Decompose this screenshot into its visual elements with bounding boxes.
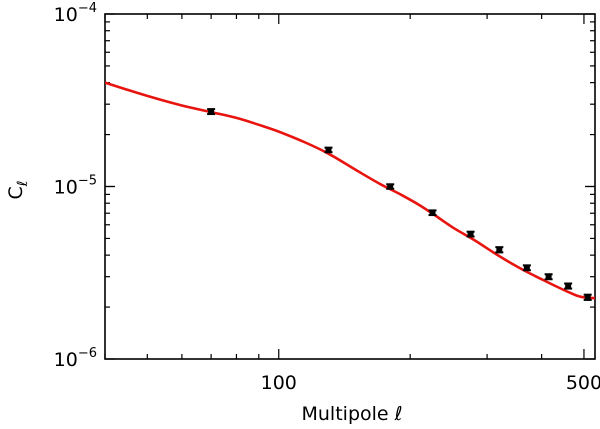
- point-marker: [429, 210, 436, 215]
- point-marker: [584, 295, 591, 300]
- x-tick-label: 100: [261, 372, 297, 394]
- x-tick-label: 500: [566, 372, 600, 394]
- point-marker: [387, 184, 394, 189]
- data-point: [583, 293, 592, 301]
- x-axis-label: Multipole ℓ: [302, 403, 403, 425]
- y-axis-label-main: C: [5, 186, 27, 199]
- y-axis-label-sub: ℓ: [15, 180, 31, 187]
- data-point: [564, 282, 573, 290]
- y-tick-label: 10−5: [54, 174, 97, 199]
- model-curve-layer: [105, 81, 595, 300]
- axis-ticks: [104, 13, 595, 360]
- data-point: [207, 108, 216, 116]
- y-axis-label: Cℓ: [5, 180, 31, 199]
- point-marker: [523, 265, 530, 270]
- plot-frame: [104, 13, 596, 360]
- data-point: [544, 273, 553, 281]
- point-marker: [545, 274, 552, 279]
- data-point: [386, 183, 395, 190]
- point-marker: [208, 109, 215, 114]
- point-marker: [496, 247, 503, 252]
- y-tick-label: 10−4: [54, 1, 97, 26]
- svg-text:Cℓ: Cℓ: [5, 180, 31, 199]
- point-marker: [325, 147, 332, 152]
- model-curve: [105, 81, 595, 300]
- data-point: [466, 230, 475, 238]
- data-point: [428, 209, 437, 217]
- y-tick-label: 10−6: [54, 346, 97, 371]
- data-point: [522, 264, 531, 272]
- data-point: [324, 146, 333, 154]
- tick-labels: 100 500 10−4 10−5 10−6: [54, 1, 600, 394]
- data-point: [495, 246, 504, 254]
- data-points-layer: [207, 108, 592, 301]
- point-marker: [565, 283, 572, 288]
- point-marker: [467, 232, 474, 237]
